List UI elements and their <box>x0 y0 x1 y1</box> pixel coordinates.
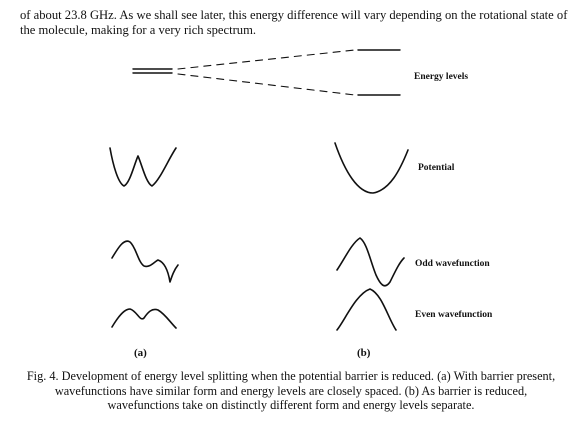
even-wavefunction-no-barrier <box>336 288 397 331</box>
energy-levels-barrier <box>132 68 173 74</box>
panel-label-b: (b) <box>357 347 371 359</box>
intro-paragraph: of about 23.8 GHz. As we shall see later… <box>20 8 568 37</box>
label-odd-wavefunction: Odd wavefunction <box>415 259 490 269</box>
label-even-wavefunction: Even wavefunction <box>415 310 493 320</box>
label-energy-levels: Energy levels <box>414 72 469 82</box>
odd-wavefunction-no-barrier <box>336 237 405 287</box>
figure-caption: Fig. 4. Development of energy level spli… <box>26 369 556 412</box>
double-well-potential <box>109 147 177 187</box>
panel-label-a: (a) <box>134 347 147 359</box>
energy-levels-no-barrier <box>357 49 401 96</box>
even-wavefunction-barrier <box>111 308 177 329</box>
odd-wavefunction-barrier <box>111 240 179 283</box>
label-potential: Potential <box>418 163 455 173</box>
single-well-potential <box>334 142 409 194</box>
energy-level-connectors <box>177 49 356 96</box>
